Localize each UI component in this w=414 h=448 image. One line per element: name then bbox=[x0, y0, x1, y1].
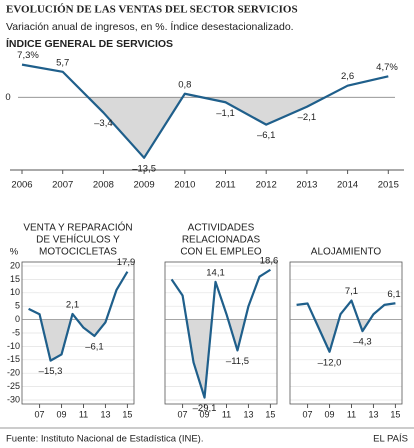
line bbox=[28, 271, 129, 362]
y-tick-label: -30 bbox=[7, 394, 20, 404]
x-tick-label: 11 bbox=[222, 409, 231, 419]
x-tick-label: 13 bbox=[100, 409, 110, 419]
data-label: –2,1 bbox=[298, 112, 317, 123]
data-label: 2,6 bbox=[341, 71, 354, 82]
x-tick-label: 2012 bbox=[256, 180, 277, 191]
y-tick-label: -25 bbox=[7, 381, 20, 391]
x-tick-label: 13 bbox=[243, 409, 253, 419]
data-label: 7,3% bbox=[17, 50, 39, 61]
chart-heading: ÍNDICE GENERAL DE SERVICIOS bbox=[6, 37, 173, 50]
x-tick-label: 07 bbox=[35, 409, 45, 419]
data-label: –12,0 bbox=[318, 357, 342, 368]
data-label: 6,1 bbox=[387, 289, 400, 300]
y-tick-label: 5 bbox=[15, 301, 20, 311]
x-tick-label: 2008 bbox=[93, 180, 114, 191]
negative-area bbox=[22, 97, 389, 158]
y-tick-label: 0 bbox=[15, 314, 20, 324]
x-tick-label: 2015 bbox=[378, 180, 399, 191]
panel-title: DE VEHÍCULOS Y bbox=[36, 233, 120, 246]
data-label: –6,1 bbox=[257, 130, 276, 141]
data-label: –1,1 bbox=[216, 108, 235, 119]
y-tick-label: -10 bbox=[7, 341, 20, 351]
panel-frame bbox=[289, 261, 403, 405]
data-label: –11,5 bbox=[226, 356, 249, 367]
x-tick-label: 07 bbox=[178, 409, 188, 419]
y-tick-label: 10 bbox=[10, 287, 20, 297]
x-tick-label: 09 bbox=[200, 409, 210, 419]
source: Fuente: Instituto Nacional de Estadístic… bbox=[6, 434, 203, 445]
x-tick-label: 2011 bbox=[215, 180, 235, 191]
y-tick-label: 0 bbox=[5, 92, 10, 103]
subtitle: Variación anual de ingresos, en %. Índic… bbox=[6, 20, 294, 33]
y-axis-label: % bbox=[10, 247, 19, 258]
panel-title: CON EL EMPLEO bbox=[180, 247, 262, 258]
line bbox=[21, 63, 389, 159]
data-label: 0,8 bbox=[178, 79, 191, 90]
line bbox=[170, 268, 272, 399]
panel-title: VENTA Y REPARACIÓN bbox=[23, 221, 132, 234]
panel-title: ACTIVIDADES bbox=[188, 223, 255, 234]
x-tick-label: 2010 bbox=[174, 180, 195, 191]
y-tick-label: 20 bbox=[10, 260, 20, 270]
x-tick-label: 11 bbox=[347, 409, 356, 419]
y-tick-label: -15 bbox=[7, 354, 20, 364]
brand: EL PAÍS bbox=[373, 434, 408, 445]
line bbox=[296, 299, 396, 353]
data-label: 5,7 bbox=[56, 57, 69, 68]
panel-title: RELACIONADAS bbox=[182, 235, 261, 246]
y-tick-label: 15 bbox=[10, 274, 20, 284]
y-tick-label: -20 bbox=[7, 368, 20, 378]
x-tick-label: 2014 bbox=[337, 180, 358, 191]
x-tick-label: 13 bbox=[368, 409, 378, 419]
data-label: 17,9 bbox=[117, 257, 136, 268]
panel-title: MOTOCICLETAS bbox=[39, 247, 117, 258]
x-tick-label: 2006 bbox=[11, 180, 32, 191]
data-label: –3,4 bbox=[94, 118, 113, 129]
data-label: 18,6 bbox=[260, 255, 279, 266]
x-tick-label: 2007 bbox=[52, 180, 73, 191]
x-tick-label: 15 bbox=[122, 409, 132, 419]
data-label: –29,1 bbox=[193, 403, 217, 414]
data-label: –15,3 bbox=[39, 366, 63, 377]
x-tick-label: 09 bbox=[57, 409, 67, 419]
data-label: –4,3 bbox=[353, 337, 372, 348]
negative-area bbox=[296, 319, 396, 352]
x-tick-label: 2013 bbox=[296, 180, 317, 191]
panel-frame bbox=[21, 261, 135, 405]
x-tick-label: 09 bbox=[325, 409, 335, 419]
data-label: 4,7% bbox=[376, 62, 398, 73]
negative-area bbox=[28, 319, 128, 361]
panel-title: ALOJAMIENTO bbox=[311, 247, 382, 258]
x-tick-label: 2009 bbox=[134, 180, 155, 191]
data-label: –13,5 bbox=[132, 163, 156, 174]
x-tick-label: 15 bbox=[390, 409, 400, 419]
panel-frame bbox=[164, 261, 278, 405]
data-label: 7,1 bbox=[345, 286, 358, 297]
x-tick-label: 07 bbox=[303, 409, 313, 419]
data-label: 14,1 bbox=[206, 267, 225, 278]
data-label: 2,1 bbox=[66, 299, 79, 310]
y-tick-label: -5 bbox=[12, 327, 20, 337]
title: EVOLUCIÓN DE LAS VENTAS DEL SECTOR SERVI… bbox=[6, 4, 298, 16]
data-label: –6,1 bbox=[85, 341, 104, 352]
x-tick-label: 11 bbox=[79, 409, 88, 419]
x-tick-label: 15 bbox=[265, 409, 275, 419]
negative-area bbox=[171, 319, 271, 398]
